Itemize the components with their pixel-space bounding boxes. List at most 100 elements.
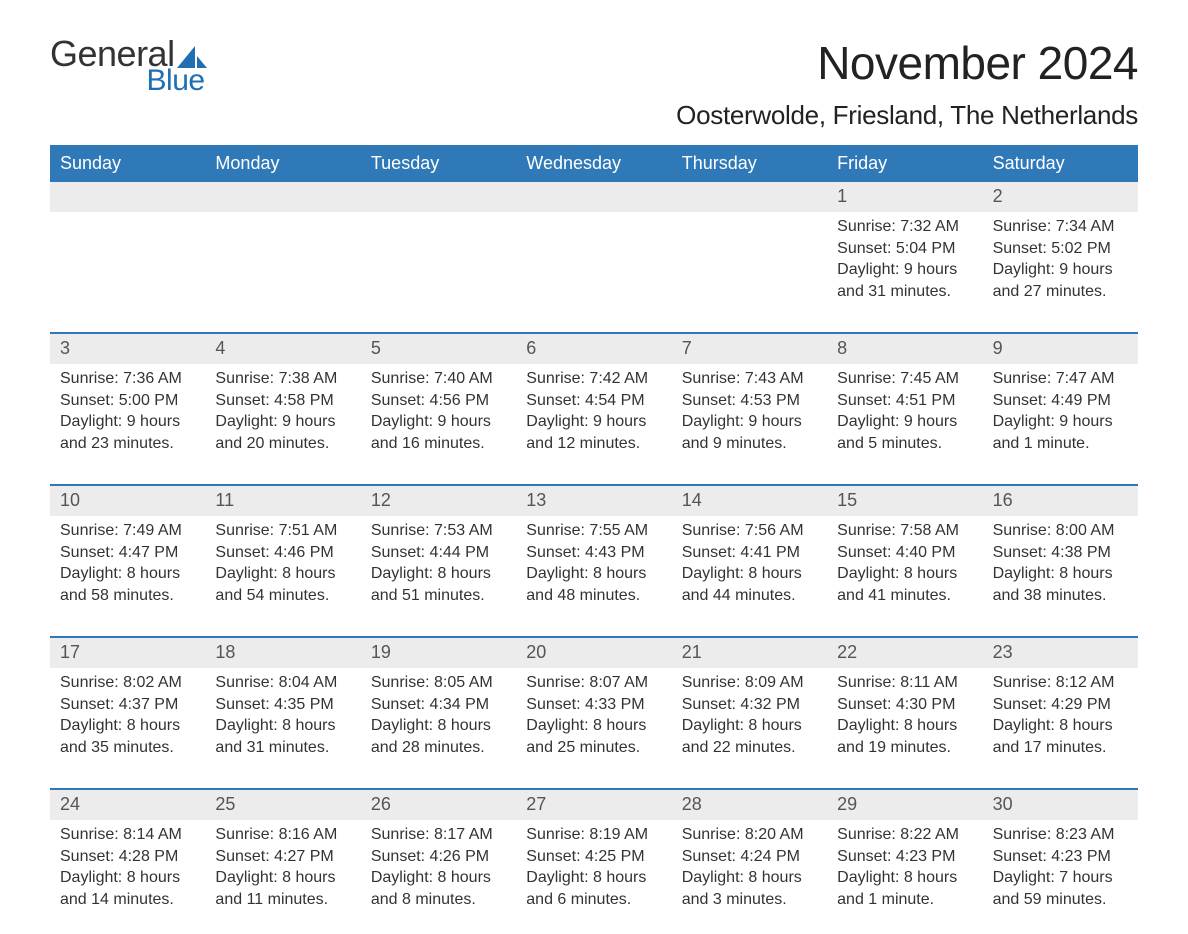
day-detail-cell: Sunrise: 7:55 AMSunset: 4:43 PMDaylight:… [516,516,671,610]
col-header: Thursday [672,145,827,182]
daylight-text-2: and 31 minutes. [215,737,358,759]
daylight-text-2: and 48 minutes. [526,585,669,607]
page: General Blue November 2024 Oosterwolde, … [0,0,1188,934]
sunset-text: Sunset: 4:23 PM [837,846,980,868]
sunset-text: Sunset: 5:02 PM [993,238,1136,260]
daylight-text-1: Daylight: 8 hours [526,867,669,889]
daylight-text-1: Daylight: 9 hours [371,411,514,433]
daylight-text-2: and 35 minutes. [60,737,203,759]
sunset-text: Sunset: 4:33 PM [526,694,669,716]
day-number-cell: 2 [983,182,1138,212]
sunrise-text: Sunrise: 8:05 AM [371,672,514,694]
daylight-text-1: Daylight: 8 hours [682,563,825,585]
daylight-text-1: Daylight: 7 hours [993,867,1136,889]
day-number-cell: 8 [827,334,982,364]
daylight-text-1: Daylight: 9 hours [60,411,203,433]
day-detail-cell: Sunrise: 8:12 AMSunset: 4:29 PMDaylight:… [983,668,1138,762]
sunrise-text: Sunrise: 8:00 AM [993,520,1136,542]
daylight-text-2: and 20 minutes. [215,433,358,455]
sunrise-text: Sunrise: 7:55 AM [526,520,669,542]
day-detail-cell [361,212,516,306]
daylight-text-1: Daylight: 8 hours [682,715,825,737]
sunset-text: Sunset: 5:00 PM [60,390,203,412]
day-number-cell: 24 [50,790,205,820]
day-number-cell [516,182,671,212]
daylight-text-1: Daylight: 9 hours [215,411,358,433]
day-number-cell: 1 [827,182,982,212]
day-number-cell: 25 [205,790,360,820]
sunrise-text: Sunrise: 8:14 AM [60,824,203,846]
sunset-text: Sunset: 4:40 PM [837,542,980,564]
daylight-text-1: Daylight: 8 hours [993,715,1136,737]
sunset-text: Sunset: 4:44 PM [371,542,514,564]
sunrise-text: Sunrise: 7:40 AM [371,368,514,390]
sunset-text: Sunset: 4:25 PM [526,846,669,868]
daylight-text-2: and 27 minutes. [993,281,1136,303]
daylight-text-2: and 5 minutes. [837,433,980,455]
daylight-text-1: Daylight: 8 hours [682,867,825,889]
daylight-text-1: Daylight: 8 hours [60,715,203,737]
daylight-text-2: and 38 minutes. [993,585,1136,607]
daylight-text-2: and 59 minutes. [993,889,1136,911]
sunrise-text: Sunrise: 7:36 AM [60,368,203,390]
sunset-text: Sunset: 4:58 PM [215,390,358,412]
daylight-text-2: and 6 minutes. [526,889,669,911]
sunrise-text: Sunrise: 8:22 AM [837,824,980,846]
daylight-text-1: Daylight: 8 hours [837,563,980,585]
calendar: Sunday Monday Tuesday Wednesday Thursday… [50,145,1138,914]
daylight-text-2: and 17 minutes. [993,737,1136,759]
daylight-text-2: and 31 minutes. [837,281,980,303]
sunrise-text: Sunrise: 8:12 AM [993,672,1136,694]
sunrise-text: Sunrise: 7:42 AM [526,368,669,390]
sunrise-text: Sunrise: 7:45 AM [837,368,980,390]
daylight-text-1: Daylight: 8 hours [993,563,1136,585]
sunrise-text: Sunrise: 7:49 AM [60,520,203,542]
sunset-text: Sunset: 4:49 PM [993,390,1136,412]
col-header: Monday [205,145,360,182]
day-detail-cell: Sunrise: 7:45 AMSunset: 4:51 PMDaylight:… [827,364,982,458]
daylight-text-2: and 12 minutes. [526,433,669,455]
day-detail-cell: Sunrise: 7:51 AMSunset: 4:46 PMDaylight:… [205,516,360,610]
daylight-text-1: Daylight: 8 hours [60,563,203,585]
daylight-text-2: and 16 minutes. [371,433,514,455]
sail-icon [177,42,207,74]
col-header: Tuesday [361,145,516,182]
daylight-text-1: Daylight: 8 hours [215,563,358,585]
day-detail-cell: Sunrise: 8:05 AMSunset: 4:34 PMDaylight:… [361,668,516,762]
page-location: Oosterwolde, Friesland, The Netherlands [676,100,1138,131]
day-detail-cell: Sunrise: 8:14 AMSunset: 4:28 PMDaylight:… [50,820,205,914]
sunrise-text: Sunrise: 8:11 AM [837,672,980,694]
sunset-text: Sunset: 4:37 PM [60,694,203,716]
day-number-cell: 28 [672,790,827,820]
day-number-cell: 13 [516,486,671,516]
daylight-text-2: and 58 minutes. [60,585,203,607]
day-detail-cell: Sunrise: 7:49 AMSunset: 4:47 PMDaylight:… [50,516,205,610]
day-detail-cell: Sunrise: 7:56 AMSunset: 4:41 PMDaylight:… [672,516,827,610]
daylight-text-1: Daylight: 8 hours [60,867,203,889]
day-number-cell: 11 [205,486,360,516]
daylight-text-1: Daylight: 9 hours [993,259,1136,281]
sunrise-text: Sunrise: 8:04 AM [215,672,358,694]
day-number-cell: 30 [983,790,1138,820]
calendar-header: Sunday Monday Tuesday Wednesday Thursday… [50,145,1138,182]
day-number-cell: 4 [205,334,360,364]
day-number-cell: 6 [516,334,671,364]
sunrise-text: Sunrise: 7:53 AM [371,520,514,542]
logo-top: General [50,36,207,72]
brand-logo: General Blue [50,36,207,96]
day-number-cell: 18 [205,638,360,668]
day-detail-cell: Sunrise: 8:09 AMSunset: 4:32 PMDaylight:… [672,668,827,762]
day-number-cell: 21 [672,638,827,668]
sunset-text: Sunset: 4:47 PM [60,542,203,564]
daylight-text-2: and 25 minutes. [526,737,669,759]
daylight-text-2: and 51 minutes. [371,585,514,607]
daylight-text-1: Daylight: 8 hours [371,563,514,585]
day-number-cell [205,182,360,212]
sunset-text: Sunset: 4:34 PM [371,694,514,716]
sunset-text: Sunset: 4:30 PM [837,694,980,716]
sunrise-text: Sunrise: 8:20 AM [682,824,825,846]
daylight-text-1: Daylight: 9 hours [993,411,1136,433]
calendar-body: 12Sunrise: 7:32 AMSunset: 5:04 PMDayligh… [50,182,1138,914]
day-number-cell [361,182,516,212]
day-detail-cell: Sunrise: 7:38 AMSunset: 4:58 PMDaylight:… [205,364,360,458]
